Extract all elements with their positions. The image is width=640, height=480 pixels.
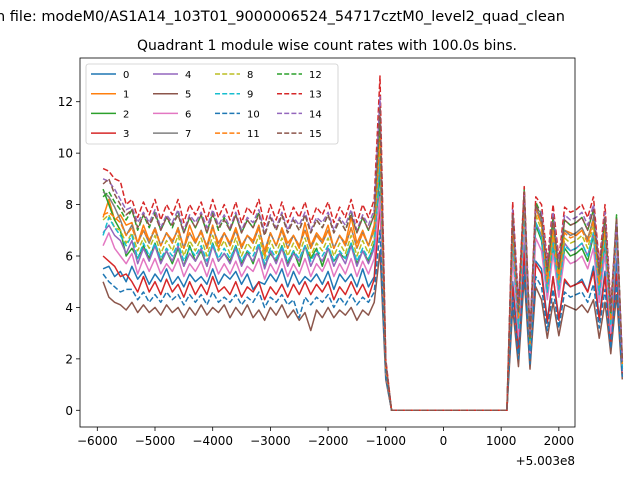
y-tick-label: 8 xyxy=(65,198,73,212)
x-tick-label: −3000 xyxy=(250,434,291,448)
legend-label-9: 9 xyxy=(247,90,253,101)
legend-label-15: 15 xyxy=(309,129,322,140)
series-line-13 xyxy=(102,75,624,412)
x-tick-label: −6000 xyxy=(77,434,118,448)
x-tick-label: −1000 xyxy=(365,434,406,448)
y-tick-label: 0 xyxy=(65,404,73,418)
legend-label-3: 3 xyxy=(123,129,129,140)
legend-label-5: 5 xyxy=(185,90,191,101)
legend-label-11: 11 xyxy=(247,129,260,140)
legend-label-4: 4 xyxy=(185,70,191,81)
x-tick-label: −2000 xyxy=(308,434,349,448)
series-line-10 xyxy=(102,229,624,412)
chart-title: Quadrant 1 module wise count rates with … xyxy=(137,38,517,54)
legend-label-13: 13 xyxy=(309,90,322,101)
y-tick-label: 2 xyxy=(65,352,73,366)
series-layer xyxy=(102,75,624,412)
y-tick-label: 4 xyxy=(65,301,73,315)
legend-box xyxy=(85,63,339,145)
series-line-0 xyxy=(102,190,624,412)
x-tick-label: 2000 xyxy=(544,434,575,448)
x-offset-label: +5.003e8 xyxy=(516,454,575,468)
axes-frame xyxy=(79,57,576,428)
legend-label-2: 2 xyxy=(123,109,129,120)
legend-label-0: 0 xyxy=(123,70,129,81)
x-tick-label: 0 xyxy=(440,434,448,448)
legend-label-1: 1 xyxy=(123,90,129,101)
x-axis: −6000 −5000 −4000 −3000 −2000 −1000 0 1000 2000 xyxy=(77,427,574,448)
y-tick-label: 12 xyxy=(58,95,73,109)
legend-label-14: 14 xyxy=(309,109,322,120)
legend-label-7: 7 xyxy=(185,129,191,140)
legend-label-8: 8 xyxy=(247,70,253,81)
x-tick-label: −5000 xyxy=(135,434,176,448)
figure-suptitle: n file: modeM0/AS1A14_103T01_9000006524_… xyxy=(0,9,565,25)
legend-label-6: 6 xyxy=(185,109,191,120)
y-axis: 0 2 4 6 8 10 12 xyxy=(58,95,80,418)
legend-label-10: 10 xyxy=(247,109,260,120)
x-tick-label: −4000 xyxy=(192,434,233,448)
y-tick-label: 10 xyxy=(58,147,73,161)
series-line-15 xyxy=(102,106,624,412)
x-tick-label: 1000 xyxy=(486,434,517,448)
legend-label-12: 12 xyxy=(309,70,322,81)
y-tick-label: 6 xyxy=(65,250,73,264)
series-line-3 xyxy=(102,203,624,412)
